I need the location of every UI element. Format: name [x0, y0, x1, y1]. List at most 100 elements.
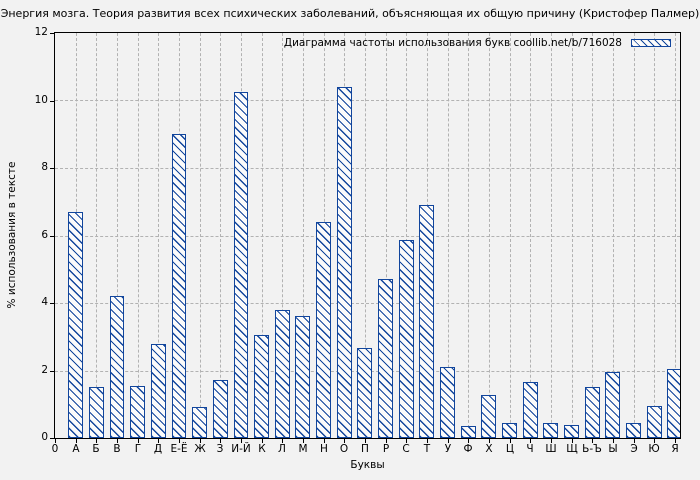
x-tick-mark [654, 439, 655, 443]
h-gridline [55, 302, 680, 304]
v-gridline [530, 33, 532, 438]
v-gridline [302, 33, 304, 438]
y-tick-mark [50, 236, 54, 237]
x-tick-label: У [444, 443, 452, 455]
bar-Г [130, 385, 146, 438]
x-tick-mark [262, 439, 263, 443]
x-tick-label: Б [92, 443, 100, 455]
bar-Д [150, 343, 166, 438]
v-gridline [220, 33, 222, 438]
x-tick-label: Г [134, 443, 142, 455]
h-gridline [55, 167, 680, 169]
x-tick-label: Ж [194, 443, 206, 455]
v-gridline [674, 33, 676, 438]
bar-Ч [522, 382, 538, 438]
x-tick-mark [55, 439, 56, 443]
y-tick-label: 6 [41, 229, 48, 241]
y-tick-mark [50, 438, 54, 439]
bar-Е-Ё [171, 134, 187, 438]
x-tick-mark [386, 439, 387, 443]
x-tick-label: Т [423, 443, 431, 455]
bar-А [68, 211, 84, 438]
bar-Ь-Ъ [584, 387, 600, 438]
x-tick-mark [427, 439, 428, 443]
v-gridline [282, 33, 284, 438]
x-tick-label: Ы [608, 443, 618, 455]
legend-swatch [631, 39, 671, 47]
bar-Х [481, 394, 497, 438]
x-tick-label: В [113, 443, 121, 455]
v-gridline [468, 33, 470, 438]
v-gridline [612, 33, 614, 438]
x-tick-label: З [216, 443, 224, 455]
x-tick-mark [592, 439, 593, 443]
h-gridline [55, 235, 680, 237]
x-tick-label: Ш [545, 443, 557, 455]
x-tick-label: А [72, 443, 80, 455]
x-tick-mark [158, 439, 159, 443]
x-tick-mark [468, 439, 469, 443]
x-tick-mark [117, 439, 118, 443]
chart-title: Энергия мозга. Теория развития всех псих… [0, 7, 700, 20]
x-tick-label: Л [278, 443, 286, 455]
bar-Ц [502, 422, 517, 438]
bar-М [295, 315, 311, 438]
x-tick-label: Щ [566, 443, 578, 455]
v-gridline [447, 33, 449, 438]
bar-Ы [605, 372, 621, 438]
x-tick-label: Д [153, 443, 163, 455]
v-gridline [550, 33, 552, 438]
x-tick-mark [179, 439, 180, 443]
bar-Л [274, 310, 290, 438]
x-tick-mark [634, 439, 635, 443]
x-axis-label: Буквы [350, 459, 385, 471]
x-tick-label: 0 [51, 443, 59, 455]
y-tick-label: 4 [41, 296, 48, 308]
bar-О [336, 87, 352, 438]
x-tick-mark [282, 439, 283, 443]
x-tick-label: О [339, 443, 349, 455]
x-tick-mark [489, 439, 490, 443]
v-gridline [158, 33, 160, 438]
x-tick-label: Ц [505, 443, 515, 455]
v-gridline [654, 33, 656, 438]
v-gridline [592, 33, 594, 438]
legend: Диаграмма частоты использования букв coo… [284, 37, 671, 49]
bar-Р [378, 278, 393, 438]
y-tick-mark [50, 168, 54, 169]
bar-С [398, 240, 414, 438]
bar-З [212, 379, 228, 438]
bar-Я [667, 368, 680, 438]
x-tick-label: И-Й [231, 443, 251, 455]
v-gridline [199, 33, 201, 438]
v-gridline [406, 33, 408, 438]
v-gridline [571, 33, 573, 438]
y-tick-mark [50, 101, 54, 102]
x-tick-label: М [298, 443, 308, 455]
x-tick-mark [572, 439, 573, 443]
y-tick-label: 2 [41, 364, 48, 376]
x-tick-mark [241, 439, 242, 443]
v-gridline [116, 33, 118, 438]
x-tick-mark [303, 439, 304, 443]
x-tick-label: К [258, 443, 266, 455]
v-gridline [364, 33, 366, 438]
y-tick-mark [50, 371, 54, 372]
x-tick-label: Ф [463, 443, 473, 455]
legend-label: Диаграмма частоты использования букв coo… [283, 37, 622, 49]
bar-П [357, 348, 373, 438]
h-gridline [55, 100, 680, 102]
x-tick-mark [365, 439, 366, 443]
x-tick-mark [344, 439, 345, 443]
y-tick-label: 8 [41, 161, 48, 173]
bar-Э [626, 422, 641, 438]
bar-Ж [192, 406, 208, 438]
x-tick-mark [551, 439, 552, 443]
x-tick-label: Ь-Ъ [582, 443, 602, 455]
x-tick-mark [530, 439, 531, 443]
x-tick-mark [138, 439, 139, 443]
v-gridline [96, 33, 98, 438]
x-tick-label: Н [320, 443, 328, 455]
bar-Ш [543, 422, 559, 438]
x-tick-label: Е-Ё [170, 443, 188, 455]
